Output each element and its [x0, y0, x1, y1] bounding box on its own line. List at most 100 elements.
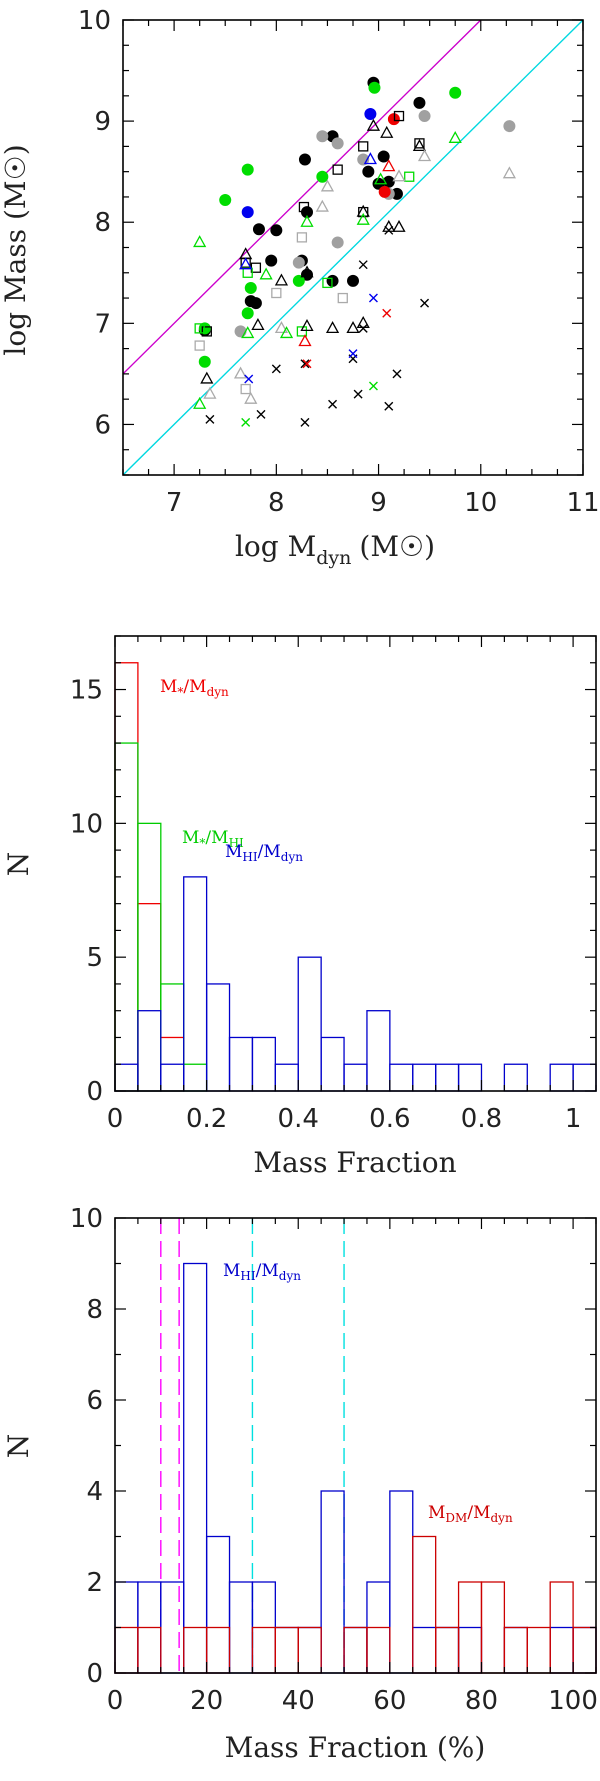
scatter-point-1-2 — [219, 193, 232, 206]
p2-bar-2-6 — [251, 1036, 276, 1092]
scatter-y-tick-label: 10 — [78, 6, 111, 36]
fraction-histogram-x-axis-label: Mass Fraction — [253, 1146, 456, 1179]
label-mstar-mdyn: M*/Mdyn — [160, 677, 229, 699]
scatter-point-2-2 — [316, 130, 329, 143]
p3-bar-1-3 — [183, 1626, 208, 1674]
scatter-y-tick-label: 9 — [94, 107, 111, 137]
scatter-point-13-11 — [392, 369, 402, 379]
scatter-point-6-3 — [296, 232, 308, 243]
scatter-point-8-2 — [251, 318, 265, 331]
scatter-point-3-1 — [364, 108, 377, 121]
p3-x-tick-label: 0 — [107, 1686, 124, 1716]
label-mstar-mdyn-main: M — [160, 677, 177, 697]
p2-bar-0-1 — [137, 902, 162, 1092]
p3-bar-0-8 — [297, 1626, 322, 1674]
scatter-point-9-0 — [203, 386, 217, 399]
scatter-points — [193, 76, 516, 427]
label-mdm-mdyn-pct-sub: DM — [445, 1511, 467, 1525]
p3-bar-0-5 — [228, 1581, 254, 1674]
scatter-x-axis-label-sub: dyn — [316, 547, 351, 569]
p2-y-tick-label: 10 — [70, 809, 103, 839]
scatter-point-10-8 — [448, 130, 462, 143]
p3-bar-1-0 — [114, 1626, 139, 1674]
p3-y-tick-label: 10 — [70, 1204, 103, 1234]
p3-bar-0-15 — [457, 1626, 483, 1674]
p3-bar-0-3 — [183, 1262, 208, 1674]
scatter-point-10-1 — [193, 235, 207, 248]
scatter-point-10-6 — [356, 212, 370, 225]
label-mhi-mdyn-sub2: dyn — [281, 850, 303, 864]
fraction-histogram-frame — [114, 635, 597, 1092]
p2-x-tick-label: 0.8 — [461, 1104, 502, 1134]
p2-bar-2-2 — [160, 1063, 185, 1092]
scatter-point-0-4 — [270, 224, 283, 237]
scatter-x-tick-label: 10 — [464, 488, 497, 518]
p2-bar-1-3 — [183, 1063, 208, 1092]
p3-bar-1-11 — [366, 1626, 391, 1674]
p3-x-tick-label: 100 — [548, 1686, 598, 1716]
scatter-point-8-12 — [392, 219, 406, 232]
scatter-x-tick-label: 9 — [370, 488, 387, 518]
scatter-point-15-1 — [348, 349, 358, 359]
p2-bar-2-7 — [274, 1063, 299, 1092]
p2-bar-2-14 — [435, 1063, 460, 1092]
scatter-point-7-2 — [296, 326, 308, 337]
p2-x-tick-label: 0.6 — [369, 1104, 410, 1134]
scatter-point-9-5 — [320, 179, 335, 192]
p2-bar-2-10 — [343, 1063, 368, 1092]
scatter-point-16-1 — [382, 308, 392, 318]
p2-bar-2-9 — [320, 1036, 345, 1092]
label-mdm-mdyn-pct: MDM/Mdyn — [428, 1503, 513, 1525]
scatter-point-0-5 — [298, 153, 311, 166]
scatter-point-0-12 — [362, 165, 375, 178]
p2-bar-2-15 — [457, 1063, 483, 1092]
scatter-point-8-8 — [356, 315, 370, 328]
scatter-point-13-5 — [328, 399, 338, 409]
p2-bar-2-3 — [183, 876, 208, 1092]
p3-bar-1-13 — [412, 1535, 437, 1674]
scatter-point-7-4 — [404, 171, 415, 182]
p3-bar-0-7 — [274, 1626, 299, 1674]
p3-bar-1-14 — [435, 1626, 460, 1674]
scatter-point-9-1 — [233, 366, 248, 379]
p2-y-tick-label: 0 — [86, 1077, 103, 1107]
label-mdm-mdyn-pct-main: M — [428, 1503, 445, 1523]
scatter-point-4-0 — [378, 185, 391, 198]
scatter-point-6-4 — [337, 292, 348, 304]
scatter-point-10-2 — [241, 326, 255, 339]
scatter-y-tick-label: 6 — [94, 410, 111, 440]
scatter-point-8-4 — [300, 265, 314, 278]
label-mhi-mdyn-pct-sub2: dyn — [279, 1269, 301, 1283]
scatter-point-10-4 — [279, 326, 294, 339]
scatter-point-8-13 — [412, 139, 427, 152]
scatter-point-13-8 — [358, 323, 368, 333]
scatter-point-13-0 — [205, 414, 215, 424]
scatter-point-5-5 — [358, 141, 369, 152]
p3-bar-1-10 — [343, 1626, 368, 1674]
label-mdm-mdyn-pct-sub2: dyn — [490, 1511, 512, 1525]
label-mhi-mdyn-sub: HI — [242, 850, 257, 864]
p3-x-tick-label: 40 — [282, 1686, 315, 1716]
p3-x-tick-label: 20 — [190, 1686, 223, 1716]
label-mstar-mhi-sub2: HI — [229, 836, 244, 850]
p3-y-tick-label: 4 — [86, 1477, 103, 1507]
p3-bar-1-20 — [572, 1626, 597, 1674]
scatter-point-1-9 — [449, 86, 462, 99]
p2-bar-1-0 — [114, 742, 139, 1092]
p3-y-tick-label: 0 — [86, 1659, 103, 1689]
p3-bar-1-16 — [480, 1581, 506, 1674]
scatter-panel: 7 8 9 10 11 6 7 8 9 10 log Mass (M☉) log Mdyn (M☉) — [0, 6, 600, 569]
percent-histogram-frame — [114, 1217, 597, 1674]
p2-x-tick-label: 0 — [107, 1104, 124, 1134]
p3-y-tick-label: 8 — [86, 1295, 103, 1325]
p2-bar-2-20 — [572, 1063, 597, 1092]
scatter-point-1-5 — [244, 281, 257, 294]
scatter-point-3-0 — [241, 206, 254, 219]
scatter-point-1-7 — [316, 170, 329, 183]
p3-bar-0-14 — [435, 1626, 460, 1674]
scatter-point-8-14 — [380, 125, 394, 138]
scatter-point-2-0 — [234, 325, 247, 338]
fraction-histogram-bars — [114, 662, 597, 1092]
p2-bar-1-1 — [137, 822, 162, 1092]
